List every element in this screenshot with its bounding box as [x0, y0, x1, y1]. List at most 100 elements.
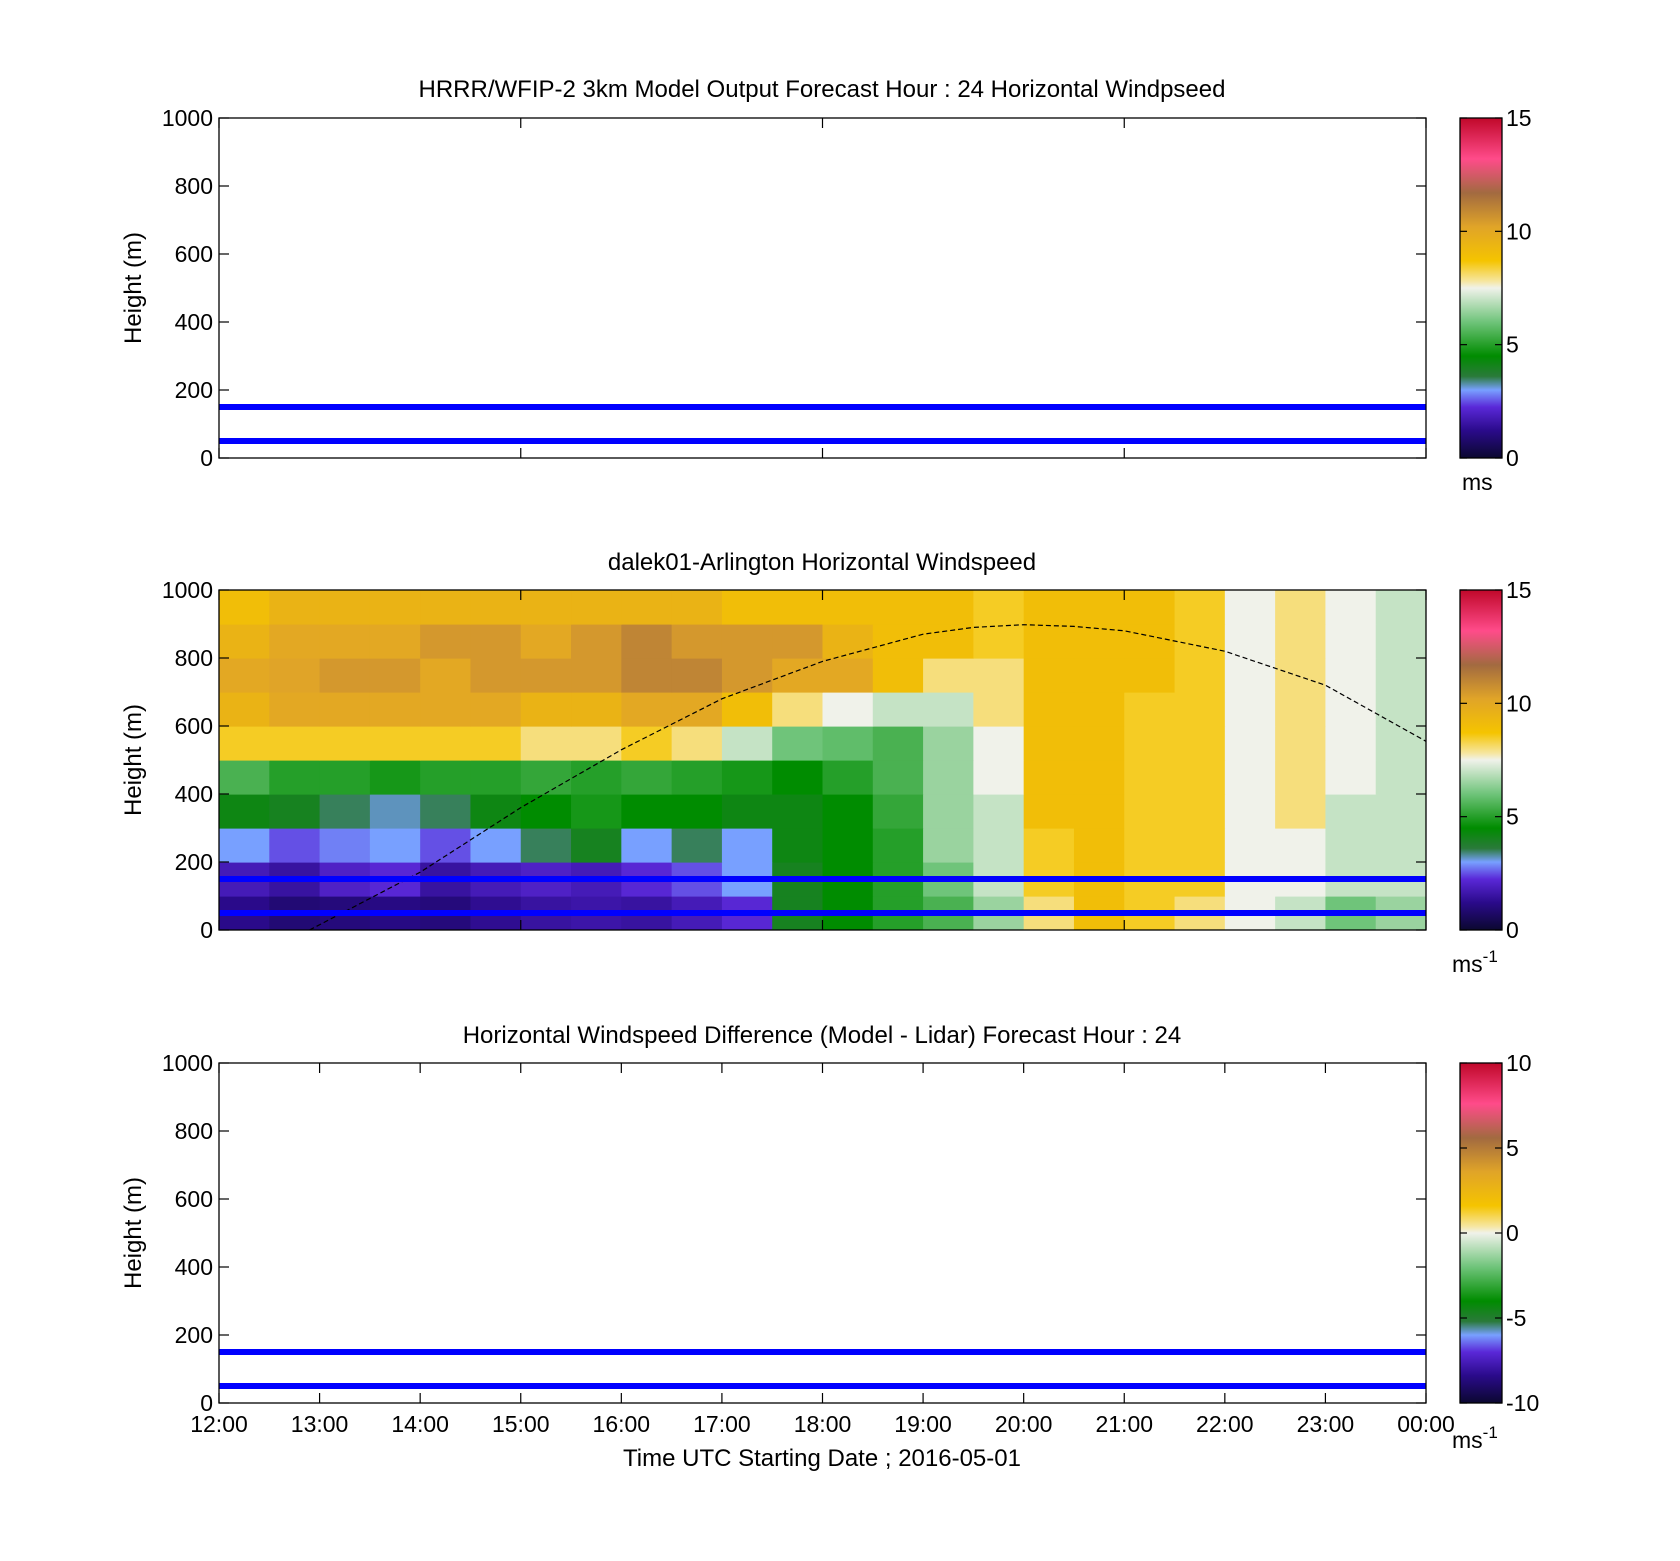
heatmap-cell	[923, 794, 974, 829]
panel-2-axes: 0 200 400 600 800 1000	[162, 577, 1427, 943]
panel-2-colorbar-unit-base: ms	[1452, 951, 1483, 977]
heatmap-cell	[923, 726, 974, 761]
heatmap-cell	[923, 658, 974, 693]
heatmap-cell	[319, 590, 371, 625]
heatmap-cell	[1375, 658, 1426, 693]
panel-1-axes: 0 200 400 600 800 1000	[162, 105, 1427, 471]
panel-2-colorbar-unit: ms-1	[1452, 947, 1498, 977]
dashed-curve	[309, 624, 1426, 930]
heatmap-cell	[571, 692, 622, 727]
heatmap-cell	[721, 726, 773, 761]
heatmap-cell	[269, 794, 321, 829]
heatmap-cell	[269, 692, 321, 727]
heatmap-cell	[1073, 692, 1125, 727]
panel-2-curve-layer	[309, 624, 1426, 930]
heatmap-cell	[923, 760, 974, 795]
heatmap-cell	[1023, 794, 1075, 829]
panel-1-ylabel: Height (m)	[120, 232, 147, 344]
colorbar-tick-label: 10	[1506, 690, 1532, 716]
heatmap-cell	[1073, 624, 1125, 659]
heatmap-cell	[973, 624, 1025, 659]
heatmap-cell	[420, 726, 472, 761]
colorbar-tick-label: -5	[1506, 1305, 1526, 1331]
heatmap-cell	[822, 794, 874, 829]
ytick-label: 0	[200, 1390, 213, 1416]
panel-3-axes: 0 200 400 600 800 1000 12:00 13:00 14:00 15:00 16:…	[162, 1050, 1455, 1437]
xtick-label: 21:00	[1095, 1411, 1153, 1437]
heatmap-cell	[470, 658, 522, 693]
heatmap-cell	[721, 760, 773, 795]
heatmap-cell	[420, 760, 472, 795]
xtick-label: 18:00	[794, 1411, 852, 1437]
heatmap-cell	[1174, 726, 1226, 761]
ytick-label: 800	[175, 1118, 213, 1144]
heatmap-cell	[319, 794, 371, 829]
heatmap-cell	[571, 624, 622, 659]
heatmap-cell	[1174, 794, 1226, 829]
heatmap-cell	[822, 760, 874, 795]
heatmap-cell	[1224, 692, 1276, 727]
heatmap-cell	[420, 658, 472, 693]
heatmap-cell	[520, 726, 572, 761]
heatmap-cell	[269, 760, 321, 795]
heatmap-cell	[772, 828, 824, 863]
heatmap-cell	[1124, 794, 1176, 829]
panel-3-colorbar-unit-sup: -1	[1483, 1423, 1498, 1442]
heatmap-cell	[269, 726, 321, 761]
colorbar-tick-label: -10	[1506, 1390, 1539, 1416]
heatmap-cell	[1224, 624, 1276, 659]
heatmap-cell	[1124, 624, 1176, 659]
panel-3-title: Horizontal Windspeed Difference (Model -…	[463, 1022, 1182, 1049]
heatmap-cell	[973, 794, 1025, 829]
heatmap-cell	[872, 692, 924, 727]
heatmap-cell	[872, 760, 924, 795]
heatmap-cell	[520, 692, 572, 727]
heatmap-cell	[1275, 794, 1327, 829]
heatmap-cell	[1224, 760, 1276, 795]
heatmap-cell	[420, 692, 472, 727]
heatmap-cell	[420, 590, 472, 625]
heatmap-cell	[1375, 794, 1426, 829]
colorbar-tick-label: 5	[1506, 804, 1519, 830]
heatmap-cell	[1023, 828, 1075, 863]
ytick-label: 600	[175, 713, 213, 739]
heatmap-cell	[772, 760, 824, 795]
heatmap-cell	[269, 658, 321, 693]
ytick-label: 1000	[162, 105, 213, 131]
heatmap-cell	[1275, 726, 1327, 761]
heatmap-cell	[1275, 658, 1327, 693]
panel-2-ylabel: Height (m)	[120, 704, 147, 816]
heatmap-cell	[1375, 624, 1426, 659]
ytick-label: 200	[175, 1322, 213, 1348]
heatmap-cell	[1375, 590, 1426, 625]
heatmap-cell	[571, 658, 622, 693]
panel-2-title: dalek01-Arlington Horizontal Windspeed	[608, 549, 1036, 576]
xtick-label: 17:00	[693, 1411, 751, 1437]
heatmap-cell	[1174, 828, 1226, 863]
ytick-label: 0	[200, 445, 213, 471]
heatmap-cell	[1375, 692, 1426, 727]
heatmap-cell	[872, 590, 924, 625]
heatmap-cell	[872, 828, 924, 863]
heatmap-cell	[1375, 760, 1426, 795]
heatmap-cell	[1325, 624, 1377, 659]
ytick-label: 800	[175, 645, 213, 671]
ytick-label: 600	[175, 1186, 213, 1212]
heatmap-cell	[822, 692, 874, 727]
heatmap-cell	[721, 692, 773, 727]
heatmap-cell	[1275, 828, 1327, 863]
ytick-label: 600	[175, 241, 213, 267]
colorbar-tick-label: 0	[1506, 1220, 1519, 1246]
heatmap-cell	[319, 726, 371, 761]
xtick-label: 16:00	[593, 1411, 651, 1437]
panel-3: Horizontal Windspeed Difference (Model -…	[120, 1022, 1539, 1472]
heatmap-cell	[1275, 692, 1327, 727]
heatmap-cell	[1124, 590, 1176, 625]
heatmap-cell	[1224, 658, 1276, 693]
heatmap-cell	[621, 828, 673, 863]
heatmap-cell	[219, 760, 270, 795]
heatmap-cell	[923, 828, 974, 863]
heatmap-cell	[219, 658, 270, 693]
heatmap-cell	[621, 794, 673, 829]
heatmap-cell	[621, 624, 673, 659]
